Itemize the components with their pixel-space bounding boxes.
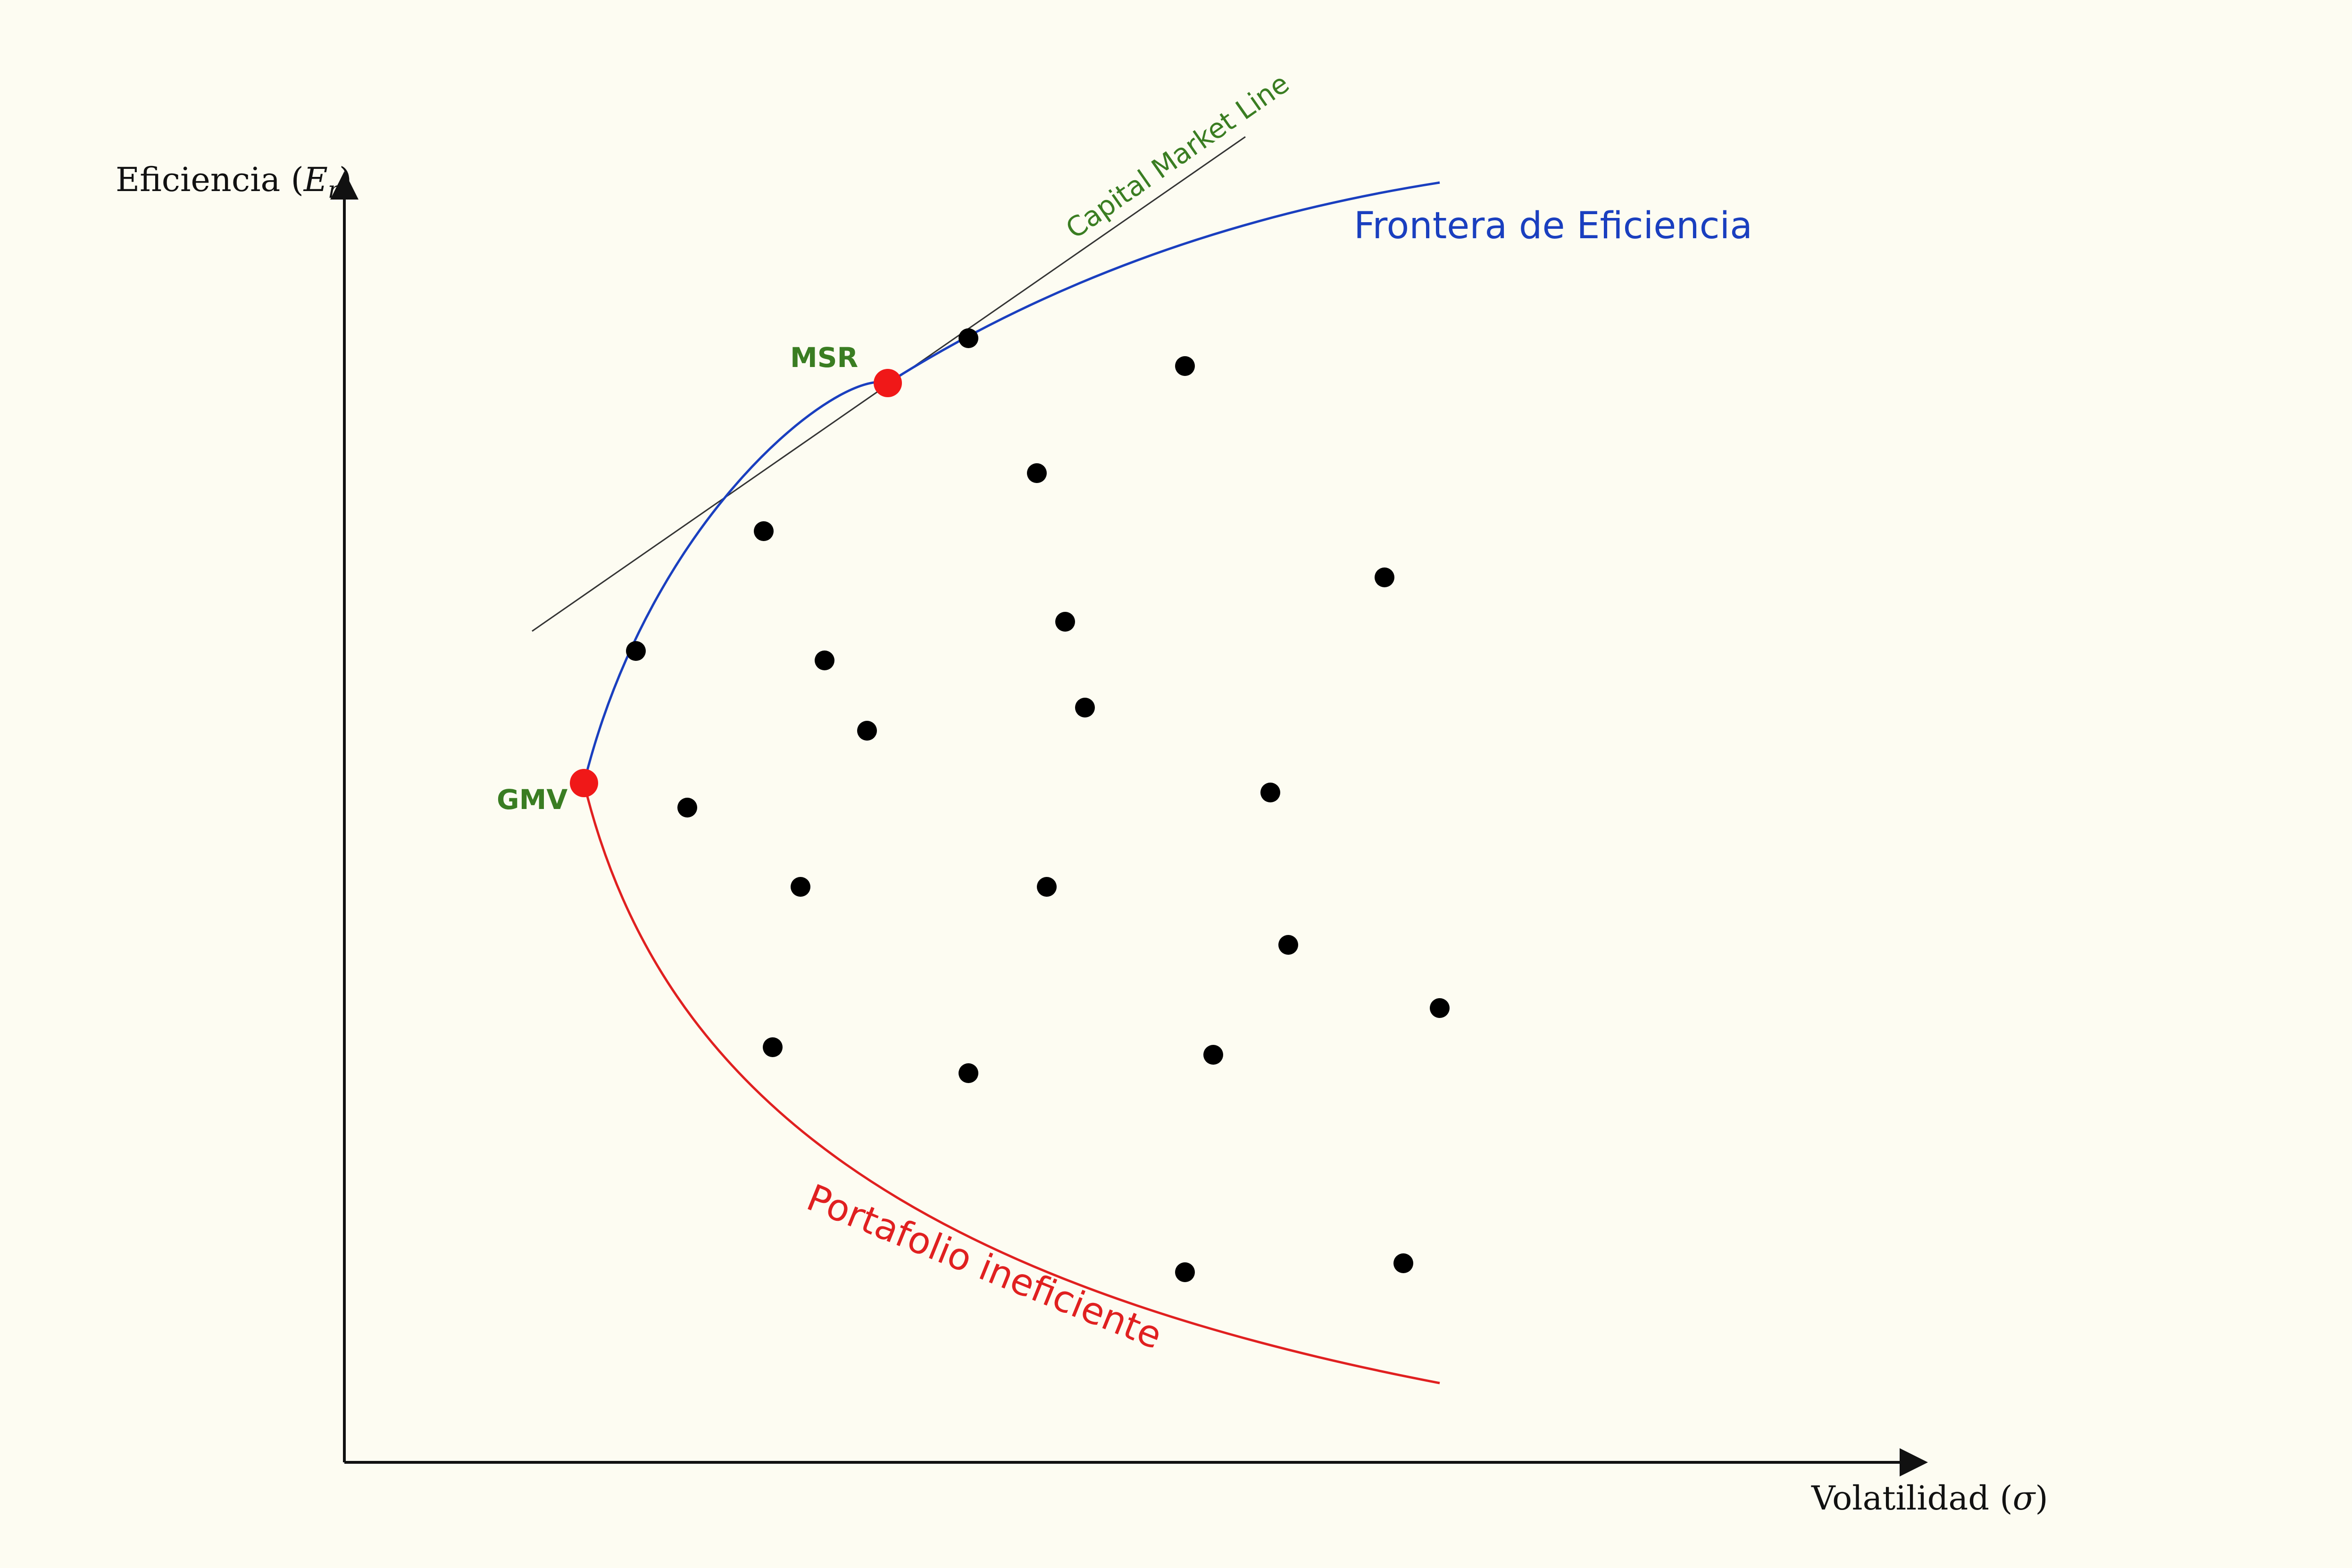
msr-point [874,369,902,397]
gmv-label: GMV [497,784,567,816]
portfolio-point [763,1037,783,1057]
portfolio-point [1037,877,1057,897]
portfolio-point [1375,567,1394,587]
frontier-label: Frontera de Eficiencia [1354,205,1752,247]
portfolio-point [1278,935,1298,955]
portfolio-point [1175,356,1195,376]
portfolio-point [754,521,774,541]
portfolio-point [857,721,877,741]
gmv-point [570,769,598,797]
inefficient-label: Portafolio ineficiente [801,1176,1168,1358]
portfolio-point [626,641,646,661]
portfolio-point [1203,1045,1223,1065]
portfolio-point [1027,463,1047,483]
portfolio-point [791,877,810,897]
portfolio-point [1175,1262,1195,1282]
efficient-frontier-curve [583,181,1440,784]
portfolio-point [1260,783,1280,802]
portfolio-points [626,328,1450,1282]
portfolio-point [1393,1253,1413,1273]
portfolio-point [1055,612,1075,632]
cml-label: Capital Market Line [1060,67,1295,245]
portfolio-point [677,798,697,817]
portfolio-point [959,1063,978,1083]
portfolio-point [1430,998,1450,1018]
x-axis-label: Volatilidad (σ) [1811,1479,2048,1518]
portfolio-point [1075,698,1095,717]
portfolio-point [959,328,978,348]
portfolio-point [815,651,834,670]
msr-label: MSR [790,342,858,374]
inefficient-portfolio-curve [583,783,1440,1385]
y-axis-label: Eficiencia (Er) [116,160,352,203]
